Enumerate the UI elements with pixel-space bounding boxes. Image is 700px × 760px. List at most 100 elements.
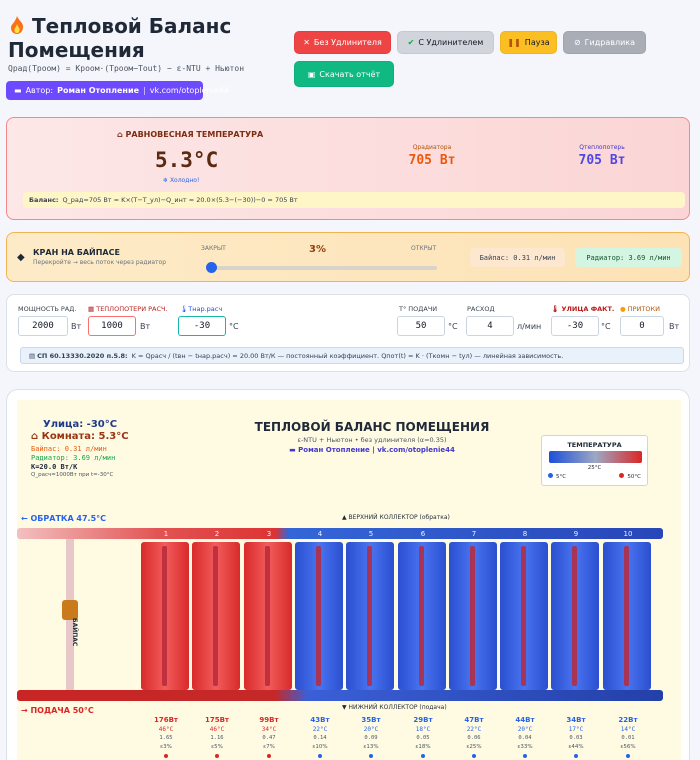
t-design-input[interactable] — [178, 316, 226, 336]
top-collector-label: ▲ ВЕРХНИЙ КОЛЛЕКТОР (обратка) — [342, 514, 450, 521]
inputs-panel: МОЩНОСТЬ РАД. Вт ▦ ТЕПЛОПОТЕРИ РАСЧ. Вт … — [6, 294, 690, 372]
section-metric: 99Вт 34°C 0.47 ε7% — [244, 716, 294, 758]
inflow-unit: Вт — [669, 322, 680, 331]
section-efficiency: ε10% — [312, 744, 328, 750]
bypass-flow-chip: Байпас: 0.31 л/мин — [470, 248, 565, 267]
section-metric: 29Вт 18°C 0.05 ε18% — [398, 716, 448, 758]
bypass-valve-icon[interactable] — [62, 600, 78, 620]
section-metric: 176Вт 46°C 1.65 ε3% — [141, 716, 191, 758]
pause-button[interactable]: ❚❚ Пауза — [500, 31, 557, 54]
section-number: 9 — [573, 530, 579, 538]
scheme-panel: Улица: -30°C ⌂ Комната: 5.3°C Байпас: 0.… — [6, 389, 690, 760]
section-efficiency: ε7% — [263, 744, 275, 750]
section-power: 22Вт — [618, 716, 638, 724]
street-fact-unit: °C — [601, 322, 611, 331]
check-icon: ✔ — [407, 38, 415, 47]
q-heatloss: Qтеплопотерь 705 Вт — [572, 144, 632, 168]
balance-title: Баланс: — [29, 196, 59, 204]
section-metric: 34Вт 17°C 0.03 ε44% — [551, 716, 601, 758]
hydraulics-label: Гидравлика — [584, 38, 636, 47]
cross-icon: ✕ — [303, 38, 310, 47]
no-extension-button[interactable]: ✕ Без Удлинителя — [294, 31, 391, 54]
bypass-valve-panel: ◆ КРАН НА БАЙПАСЕ Перекройте → весь пото… — [6, 232, 690, 282]
no-extension-label: Без Удлинителя — [313, 38, 382, 47]
with-extension-label: С Удлинителем — [418, 38, 484, 47]
separator: | — [143, 86, 146, 95]
section-temp: 46°C — [209, 726, 225, 733]
cold-status-text: Холодно! — [169, 177, 200, 184]
radiator-section — [449, 542, 497, 690]
hot-dot-icon — [619, 473, 625, 478]
section-core — [213, 546, 218, 686]
section-number: 2 — [214, 530, 220, 538]
section-core — [265, 546, 270, 686]
section-delta: 0.03 — [569, 735, 583, 741]
flow-unit: л/мин — [517, 322, 542, 331]
section-delta: 0.47 — [262, 735, 276, 741]
q-radiator: Qрадиатора 705 Вт — [407, 144, 457, 168]
author-link[interactable]: vk.com/otoplenie44 — [149, 86, 229, 95]
house-icon: ⌂ — [117, 130, 126, 139]
section-power: 47Вт — [464, 716, 484, 724]
equilibrium-panel: ⌂ РАВНОВЕСНАЯ ТЕМПЕРАТУРА 5.3°C ❄ Холодн… — [6, 117, 690, 220]
section-core — [624, 546, 629, 686]
bypass-vertical-label: БАЙПАС — [71, 618, 78, 647]
street-fact-label-text: УЛИЦА ФАКТ. — [561, 305, 615, 313]
valve-title: КРАН НА БАЙПАСЕ — [33, 248, 120, 257]
heatloss-input[interactable] — [88, 316, 136, 336]
radiator-section — [551, 542, 599, 690]
radiator-section — [141, 542, 189, 690]
section-core — [316, 546, 321, 686]
scheme-author: ▬ Роман Отопление | vk.com/otoplenie44 — [247, 446, 497, 454]
author-chip[interactable]: ▬ Автор: Роман Отопление | vk.com/otople… — [6, 81, 229, 100]
power-input[interactable] — [18, 316, 68, 336]
section-number: 8 — [522, 530, 528, 538]
valve-closed-label: ЗАКРЫТ — [201, 245, 226, 252]
author-name: Роман Отопление — [57, 86, 139, 95]
scheme-room-text: Комната: 5.3°C — [41, 431, 129, 442]
street-fact-label: 🌡 УЛИЦА ФАКТ. — [551, 305, 614, 313]
author-label: Автор: — [25, 86, 54, 95]
t-supply-unit: °C — [448, 322, 458, 331]
valve-slider[interactable] — [207, 266, 437, 270]
download-report-button[interactable]: ▣ Скачать отчёт — [294, 61, 394, 87]
house-icon: ⌂ — [31, 431, 42, 442]
bottom-collector-pipe — [17, 690, 663, 701]
status-dot-icon — [318, 754, 322, 758]
t-supply-input[interactable] — [397, 316, 445, 336]
document-icon: ▤ — [29, 351, 36, 360]
legend-mid: 25°C — [587, 465, 602, 471]
heatloss-unit: Вт — [140, 322, 151, 331]
section-number: 4 — [317, 530, 323, 538]
section-core — [470, 546, 475, 686]
scheme-radiator: Радиатор: 3.69 л/мин — [31, 454, 116, 462]
pause-label: Пауза — [524, 38, 550, 47]
cold-status: ❄ Холодно! — [163, 177, 199, 184]
with-extension-button[interactable]: ✔ С Удлинителем — [397, 31, 494, 54]
thermometer-icon: 🌡 — [180, 305, 189, 313]
inflow-input[interactable] — [620, 316, 664, 336]
section-delta: 1.16 — [210, 735, 224, 741]
section-efficiency: ε25% — [466, 744, 482, 750]
hydraulics-button[interactable]: ⊘ Гидравлика — [563, 31, 646, 54]
valve-slider-handle[interactable] — [206, 262, 217, 273]
equilibrium-temp: 5.3°C — [155, 148, 219, 172]
radiator-flow-chip: Радиатор: 3.69 л/мин — [575, 248, 682, 267]
section-metric: 35Вт 20°C 0.09 ε13% — [346, 716, 396, 758]
street-fact-input[interactable] — [551, 316, 599, 336]
scheme-subtitle: ε-NTU + Ньютон • без удлинителя (α=0.35) — [297, 436, 447, 444]
sp-note-text: K = Qрасч / (tвн − tнар.расч) = 20.00 Вт… — [131, 351, 564, 360]
section-number: 1 — [163, 530, 169, 538]
flow-input[interactable] — [466, 316, 514, 336]
legend-max-text: 50°C — [627, 474, 641, 480]
section-delta: 1.65 — [159, 735, 173, 741]
section-temp: 14°C — [620, 726, 636, 733]
section-temp: 22°C — [312, 726, 328, 733]
section-efficiency: ε3% — [160, 744, 172, 750]
status-dot-icon — [421, 754, 425, 758]
section-efficiency: ε5% — [211, 744, 223, 750]
balance-text: Q_рад=705 Вт = K×(T−T_ул)−Q_инт = 20.0×(… — [62, 196, 298, 204]
scheme-bypass: Байпас: 0.31 л/мин — [31, 445, 107, 453]
status-dot-icon — [164, 754, 168, 758]
section-efficiency: ε44% — [568, 744, 584, 750]
